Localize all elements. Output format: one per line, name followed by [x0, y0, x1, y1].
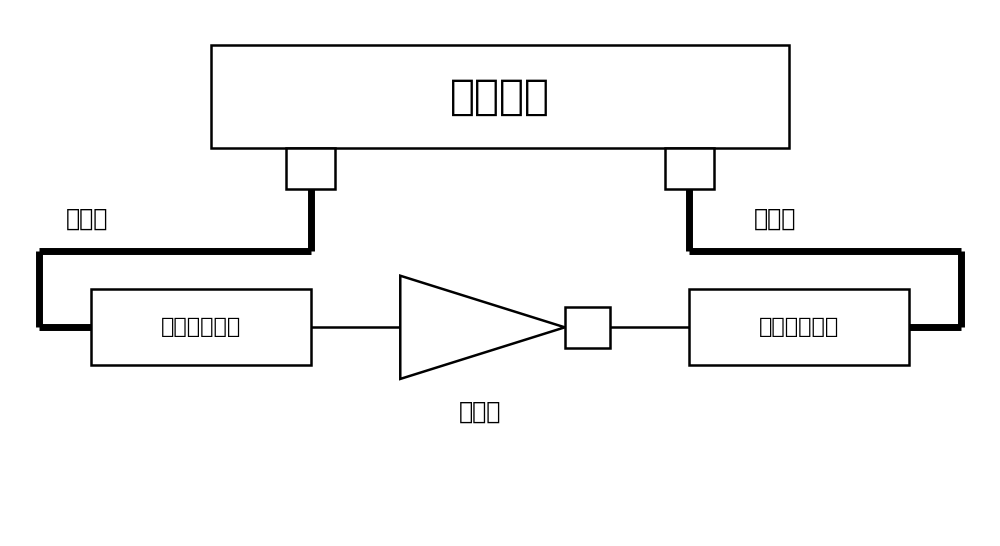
- Bar: [689, 289, 909, 365]
- Bar: [211, 45, 789, 148]
- Text: 阻抗调配器二: 阻抗调配器二: [759, 317, 839, 337]
- Polygon shape: [400, 276, 565, 379]
- Text: 被测件: 被测件: [459, 400, 501, 424]
- Text: 测试仪器: 测试仪器: [450, 75, 550, 117]
- Bar: [665, 148, 714, 189]
- Bar: [91, 289, 311, 365]
- Text: 端口一: 端口一: [66, 207, 109, 230]
- Bar: [565, 307, 610, 348]
- Text: 端口二: 端口二: [754, 207, 797, 230]
- Text: 阻抗调配器一: 阻抗调配器一: [161, 317, 241, 337]
- Bar: [286, 148, 335, 189]
